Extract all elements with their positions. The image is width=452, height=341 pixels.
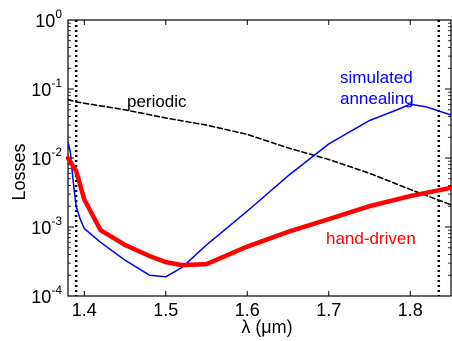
x-tick-label: 1.8 [398,300,423,320]
plot-area [68,20,451,296]
series-line-hand-driven [68,158,451,265]
x-tick-label: 1.5 [153,300,178,320]
plot-frame [68,20,451,296]
annotation-layer: periodic simulated annealing hand-driven [127,68,416,248]
y-axis-label: Losses [9,143,29,200]
annotation-hand-driven: hand-driven [326,229,416,248]
series-line-simulated-annealing [68,104,451,276]
vertical-marker-lines [76,20,439,296]
x-axis-ticks: 1.4 1.5 1.6 1.7 1.8 [72,20,423,320]
x-axis-label: λ (μm) [241,317,292,337]
annotation-simulated: simulated [340,68,413,87]
annotation-periodic: periodic [127,92,187,111]
x-tick-label: 1.4 [72,300,97,320]
x-tick-label: 1.7 [316,300,341,320]
series-line-periodic [68,100,451,205]
y-tick-label: 10-2 [31,145,62,169]
y-axis-ticks: 100 10-1 10-2 10-3 10-4 [31,7,451,307]
y-tick-label: 10-1 [31,76,62,100]
y-tick-label: 100 [35,7,62,31]
annotation-annealing: annealing [340,89,414,108]
series-layer [68,100,451,277]
y-tick-label: 10-3 [31,214,62,238]
y-tick-label: 10-4 [31,283,62,307]
